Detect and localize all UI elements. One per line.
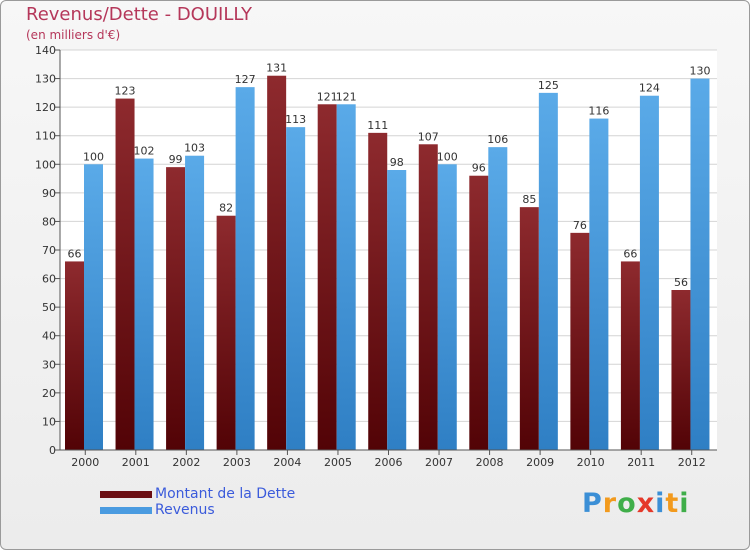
debt-bar: [115, 98, 135, 451]
logo-letter: x: [636, 488, 656, 519]
debt-value-label: 56: [674, 276, 688, 289]
x-tick-label: 2008: [476, 456, 504, 469]
revenue-value-label: 121: [336, 90, 357, 103]
legend-label-debt: Montant de la Dette: [155, 486, 296, 502]
debt-bar: [620, 261, 640, 450]
revenue-bar: [134, 158, 154, 451]
x-tick-label: 2006: [375, 456, 403, 469]
debt-bar: [216, 215, 236, 450]
y-tick-label: 20: [42, 387, 56, 400]
debt-value-label: 123: [115, 85, 136, 98]
debt-value-label: 82: [219, 202, 233, 215]
y-tick-label: 130: [35, 73, 56, 86]
x-tick-label: 2005: [324, 456, 352, 469]
x-tick-label: 2001: [122, 456, 150, 469]
debt-bar: [65, 261, 84, 450]
y-tick-label: 140: [35, 44, 56, 57]
debt-bar: [519, 207, 539, 450]
debt-value-label: 76: [573, 219, 587, 232]
debt-bar: [368, 132, 388, 450]
legend-swatch-revenue: [100, 507, 152, 514]
y-tick-label: 40: [42, 330, 56, 343]
debt-bar: [570, 232, 590, 450]
x-tick-label: 2012: [678, 456, 706, 469]
revenue-value-label: 125: [538, 79, 559, 92]
y-tick-label: 100: [35, 158, 56, 171]
revenue-value-label: 106: [487, 133, 508, 146]
debt-value-label: 66: [68, 247, 82, 260]
revenue-value-label: 100: [83, 150, 104, 163]
debt-bar: [418, 144, 438, 451]
revenue-bar: [286, 127, 306, 451]
revenue-bar: [538, 92, 558, 450]
x-tick-label: 2007: [425, 456, 453, 469]
y-tick-label: 50: [42, 301, 56, 314]
debt-value-label: 121: [317, 90, 338, 103]
x-tick-label: 2011: [627, 456, 655, 469]
y-tick-label: 70: [42, 244, 56, 257]
debt-bar: [166, 167, 186, 450]
legend-swatch-debt: [100, 491, 152, 498]
revenue-value-label: 98: [390, 156, 404, 169]
debt-value-label: 107: [418, 130, 439, 143]
logo-letter: r: [602, 488, 618, 519]
debt-bar: [317, 104, 337, 451]
revenue-bar: [336, 104, 356, 451]
debt-value-label: 85: [522, 193, 536, 206]
y-tick-label: 30: [42, 358, 56, 371]
debt-value-label: 111: [367, 119, 388, 132]
x-tick-label: 2003: [223, 456, 251, 469]
revenue-value-label: 102: [134, 145, 155, 158]
revenue-bar: [690, 78, 710, 451]
chart-subtitle: (en milliers d'€): [26, 28, 121, 42]
debt-value-label: 66: [623, 247, 637, 260]
revenue-value-label: 100: [437, 150, 458, 163]
x-tick-label: 2002: [172, 456, 200, 469]
revenue-value-label: 113: [285, 113, 306, 126]
proxiti-logo: Proxiti: [582, 488, 690, 519]
revenue-value-label: 124: [639, 82, 660, 95]
debt-value-label: 131: [266, 62, 287, 75]
logo-letter: P: [582, 488, 603, 519]
debt-bar: [267, 75, 287, 450]
revenue-bar: [437, 164, 457, 451]
revenue-bar: [589, 118, 609, 451]
revenue-value-label: 130: [689, 65, 710, 78]
revenue-bar: [387, 170, 407, 450]
chart-title: Revenus/Dette - DOUILLY: [26, 4, 252, 25]
revenue-bar: [488, 147, 508, 450]
revenue-value-label: 116: [588, 105, 609, 118]
revenue-bar: [235, 87, 255, 451]
revenue-value-label: 103: [184, 142, 205, 155]
y-tick-label: 80: [42, 215, 56, 228]
y-tick-label: 120: [35, 101, 56, 114]
logo-letter: i: [679, 488, 690, 519]
debt-value-label: 96: [472, 162, 486, 175]
revenue-bar: [84, 164, 103, 451]
y-tick-label: 110: [35, 130, 56, 143]
logo-letter: t: [665, 488, 680, 519]
x-tick-label: 2000: [71, 456, 99, 469]
debt-bar: [469, 175, 489, 450]
logo-letter: i: [655, 488, 666, 519]
y-tick-label: 10: [42, 415, 56, 428]
y-tick-label: 90: [42, 187, 56, 200]
debt-bar: [671, 290, 691, 450]
y-tick-label: 0: [49, 444, 56, 457]
revenue-value-label: 127: [235, 73, 256, 86]
logo-letter: o: [617, 488, 637, 519]
y-tick-label: 60: [42, 273, 56, 286]
revenue-bar: [639, 95, 659, 450]
revenue-bar: [185, 155, 205, 450]
x-tick-label: 2009: [526, 456, 554, 469]
x-tick-label: 2004: [273, 456, 301, 469]
legend-label-revenue: Revenus: [155, 502, 215, 518]
debt-value-label: 99: [169, 153, 183, 166]
x-tick-label: 2010: [577, 456, 605, 469]
